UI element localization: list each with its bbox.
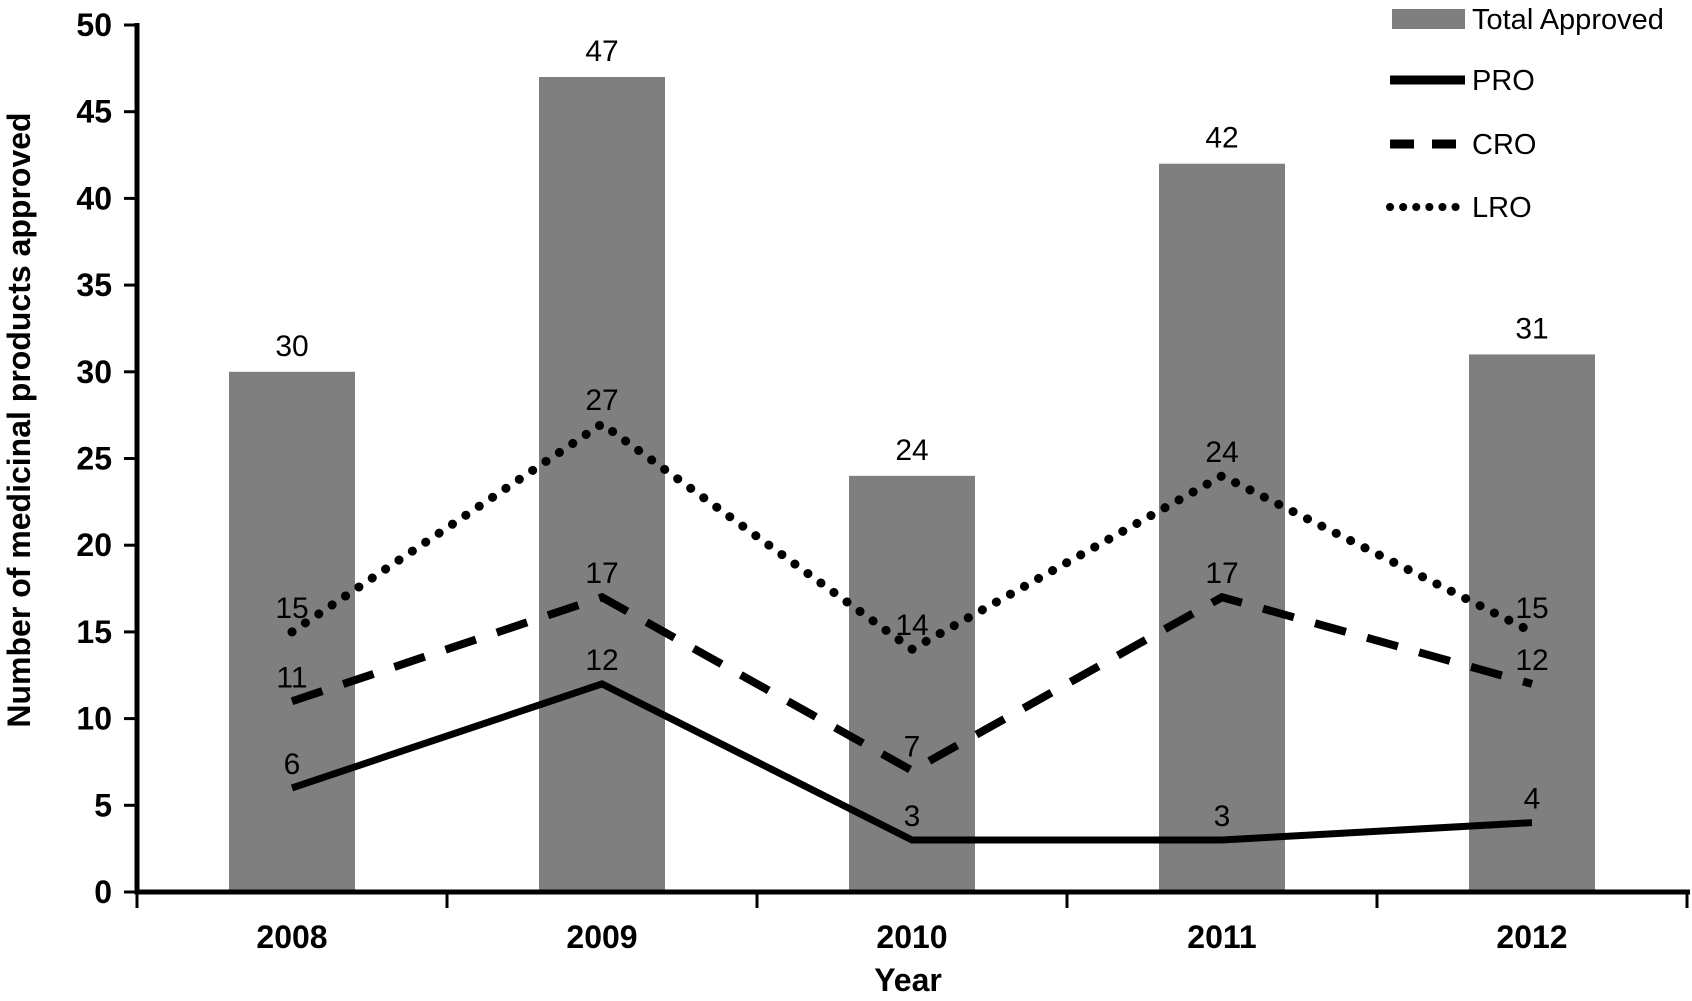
y-tick-label: 0	[94, 874, 112, 910]
x-tick-label: 2012	[1496, 919, 1567, 955]
lro-value-label: 27	[585, 384, 618, 417]
axes-layer: 0 5 10 15 20 25 30 35 40 45 50 2008 2009 2010 2011 201…	[76, 7, 1690, 955]
x-tick-label: 2011	[1187, 919, 1256, 955]
legend-label: LRO	[1472, 192, 1532, 224]
pro-value-label: 3	[904, 800, 921, 833]
lines-layer	[287, 418, 1537, 844]
y-tick-label: 10	[76, 701, 112, 737]
y-axis-title: Number of medicinal products approved	[1, 112, 37, 727]
data-labels-layer: 30 47 24 42 31 6 12 3 3 4 11 17 7 17 12 15 27 14 24 15	[275, 35, 1548, 833]
bar-value-label: 31	[1515, 312, 1548, 345]
y-tick-label: 20	[76, 527, 112, 563]
x-tick-label: 2008	[256, 919, 327, 955]
y-tick-label: 25	[76, 441, 112, 477]
y-tick-label: 50	[76, 7, 112, 43]
y-tick-label: 45	[76, 94, 112, 130]
y-tick-label: 35	[76, 267, 112, 303]
pro-value-label: 4	[1524, 783, 1541, 816]
bar-value-label: 47	[585, 35, 618, 68]
x-axis-title: Year	[874, 962, 942, 998]
bars-layer	[229, 77, 1595, 893]
y-axis-ticks: 0 5 10 15 20 25 30 35 40 45 50	[76, 7, 137, 910]
x-tick-label: 2010	[876, 919, 947, 955]
lro-value-label: 15	[275, 592, 308, 625]
cro-value-label: 7	[904, 731, 921, 764]
x-axis-ticks: 2008 2009 2010 2011 2012	[135, 892, 1689, 955]
lro-value-label: 24	[1205, 436, 1238, 469]
bar	[539, 77, 665, 892]
legend-label: PRO	[1472, 65, 1535, 97]
cro-value-label: 17	[585, 557, 618, 590]
cro-value-label: 17	[1205, 557, 1238, 590]
bar-value-label: 42	[1205, 122, 1238, 155]
y-tick-label: 5	[94, 787, 112, 823]
bar	[1159, 163, 1285, 893]
y-tick-label: 15	[76, 614, 112, 650]
bar	[1469, 354, 1595, 893]
bar-value-label: 24	[895, 434, 928, 467]
y-tick-label: 40	[76, 180, 112, 216]
pro-line	[290, 680, 1533, 844]
legend: Total Approved PRO CRO LRO	[1386, 4, 1664, 224]
lro-value-label: 15	[1515, 592, 1548, 625]
bar-value-label: 30	[275, 330, 308, 363]
cro-value-label: 11	[276, 661, 307, 694]
pro-value-label: 12	[585, 644, 618, 677]
cro-value-label: 12	[1515, 644, 1548, 677]
legend-label: Total Approved	[1472, 4, 1664, 36]
cro-line	[290, 592, 1534, 776]
lro-value-label: 14	[895, 609, 928, 642]
lro-line	[287, 418, 1537, 655]
legend-swatch-bar	[1392, 9, 1465, 29]
x-tick-label: 2009	[566, 919, 637, 955]
pro-value-label: 6	[284, 748, 301, 781]
y-tick-label: 30	[76, 354, 112, 390]
legend-label: CRO	[1472, 129, 1536, 161]
pro-value-label: 3	[1214, 800, 1231, 833]
